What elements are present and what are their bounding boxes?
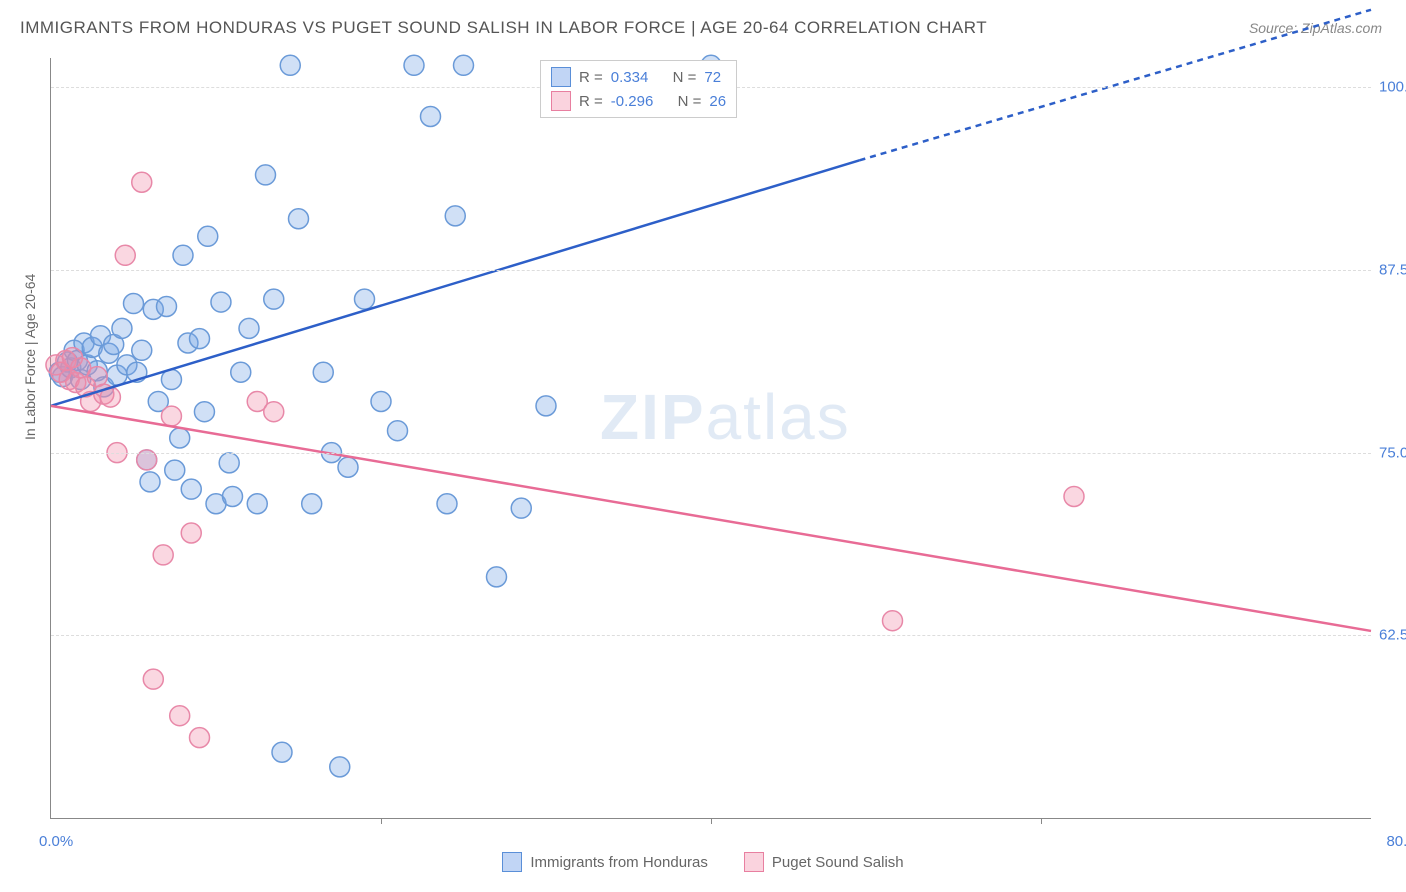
legend-swatch	[744, 852, 764, 872]
data-point	[181, 523, 201, 543]
data-point	[1064, 486, 1084, 506]
series-legend: Immigrants from Honduras Puget Sound Sali…	[0, 852, 1406, 872]
legend-swatch	[551, 67, 571, 87]
data-point	[157, 296, 177, 316]
data-point	[256, 165, 276, 185]
data-point	[247, 494, 267, 514]
legend-item: Puget Sound Salish	[744, 852, 904, 872]
data-point	[264, 289, 284, 309]
data-point	[445, 206, 465, 226]
data-point	[194, 402, 214, 422]
data-point	[132, 172, 152, 192]
legend-n-label: N =	[673, 69, 697, 86]
x-min-label: 0.0%	[39, 833, 73, 850]
data-point	[181, 479, 201, 499]
gridline	[51, 270, 1371, 271]
x-tick-mark	[381, 818, 382, 824]
data-point	[404, 55, 424, 75]
data-point	[132, 340, 152, 360]
y-tick-label: 100.0%	[1379, 79, 1406, 96]
legend-n-value: 26	[709, 93, 726, 110]
data-point	[173, 245, 193, 265]
data-point	[280, 55, 300, 75]
gridline	[51, 635, 1371, 636]
data-point	[536, 396, 556, 416]
data-point	[140, 472, 160, 492]
correlation-legend: R = 0.334 N = 72R = -0.296 N = 26	[540, 60, 737, 118]
data-point	[112, 318, 132, 338]
x-tick-mark	[711, 818, 712, 824]
legend-label: Puget Sound Salish	[772, 854, 904, 871]
data-point	[338, 457, 358, 477]
data-point	[437, 494, 457, 514]
data-point	[165, 460, 185, 480]
data-point	[272, 742, 292, 762]
data-point	[421, 106, 441, 126]
legend-row: R = -0.296 N = 26	[551, 89, 726, 113]
data-point	[487, 567, 507, 587]
data-point	[511, 498, 531, 518]
legend-r-label: R =	[579, 69, 603, 86]
legend-r-value: 0.334	[611, 69, 649, 86]
data-point	[143, 669, 163, 689]
y-tick-label: 75.0%	[1379, 444, 1406, 461]
legend-swatch	[551, 91, 571, 111]
data-point	[223, 486, 243, 506]
data-point	[883, 611, 903, 631]
y-tick-label: 62.5%	[1379, 627, 1406, 644]
data-point	[371, 391, 391, 411]
data-point	[289, 209, 309, 229]
data-point	[313, 362, 333, 382]
data-point	[170, 428, 190, 448]
data-point	[454, 55, 474, 75]
data-point	[330, 757, 350, 777]
source-label: Source: ZipAtlas.com	[1249, 20, 1382, 36]
data-point	[198, 226, 218, 246]
x-tick-mark	[1041, 818, 1042, 824]
gridline	[51, 453, 1371, 454]
x-max-label: 80.0%	[1386, 833, 1406, 850]
data-point	[170, 706, 190, 726]
data-point	[115, 245, 135, 265]
legend-r-label: R =	[579, 93, 603, 110]
data-point	[231, 362, 251, 382]
legend-swatch	[502, 852, 522, 872]
data-point	[264, 402, 284, 422]
data-point	[388, 421, 408, 441]
data-point	[190, 728, 210, 748]
data-point	[211, 292, 231, 312]
legend-item: Immigrants from Honduras	[502, 852, 708, 872]
data-point	[161, 406, 181, 426]
data-point	[124, 294, 144, 314]
chart-svg	[51, 58, 1371, 818]
legend-row: R = 0.334 N = 72	[551, 65, 726, 89]
data-point	[153, 545, 173, 565]
regression-line	[51, 406, 1371, 631]
data-point	[355, 289, 375, 309]
y-axis-label: In Labor Force | Age 20-64	[22, 274, 38, 440]
data-point	[219, 453, 239, 473]
y-tick-label: 87.5%	[1379, 261, 1406, 278]
legend-label: Immigrants from Honduras	[530, 854, 708, 871]
regression-line	[51, 160, 860, 406]
chart-title: IMMIGRANTS FROM HONDURAS VS PUGET SOUND …	[20, 18, 987, 38]
data-point	[239, 318, 259, 338]
data-point	[302, 494, 322, 514]
legend-r-value: -0.296	[611, 93, 654, 110]
legend-n-value: 72	[704, 69, 721, 86]
data-point	[190, 329, 210, 349]
plot-area: 62.5%75.0%87.5%100.0%0.0%80.0%	[50, 58, 1371, 819]
legend-n-label: N =	[678, 93, 702, 110]
